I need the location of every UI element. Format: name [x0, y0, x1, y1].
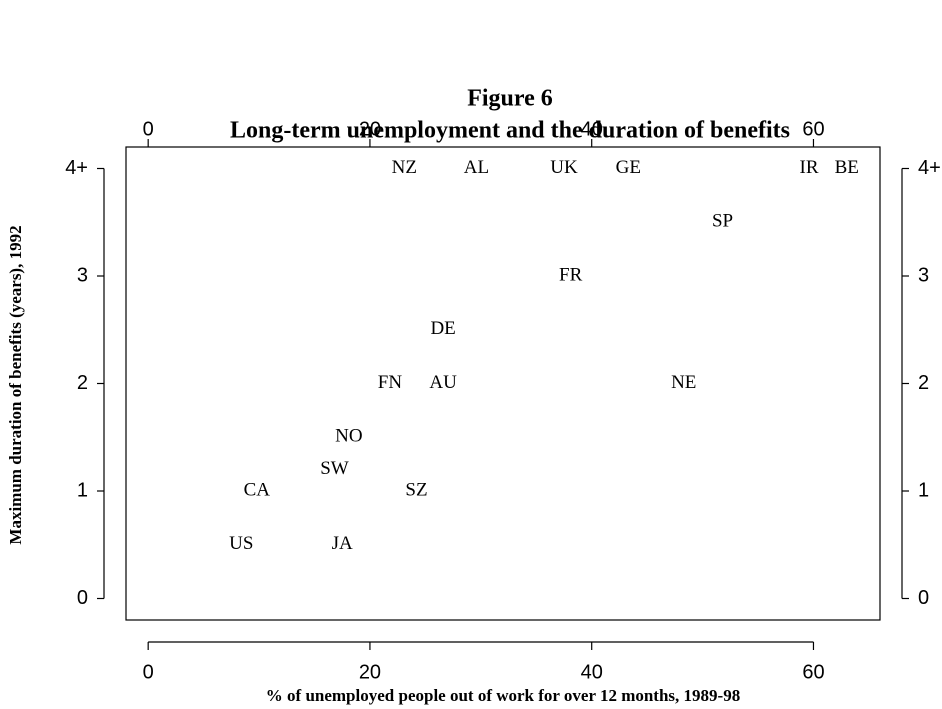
x-tick-label: 20 [359, 661, 381, 683]
y-tick-label: 0 [77, 587, 88, 609]
point-label: SW [320, 458, 349, 479]
y2-tick-label: 0 [918, 587, 929, 609]
point-label: BE [835, 157, 859, 178]
x-top-tick-label: 20 [359, 118, 381, 140]
point-label: NO [335, 426, 362, 447]
point-label: SP [712, 211, 733, 232]
plot-frame [125, 146, 881, 621]
point-label: AU [429, 372, 457, 393]
point-label: DE [430, 318, 455, 339]
y2-tick-label: 3 [918, 264, 929, 286]
point-label: FR [559, 264, 583, 285]
chart-subtitle: Long-term unemployment and the duration … [230, 118, 790, 144]
y-tick-label: 1 [77, 479, 88, 501]
point-label: AL [464, 157, 489, 178]
y2-tick-label: 4+ [918, 157, 941, 179]
x-top-tick-label: 0 [143, 118, 154, 140]
y-tick-label: 2 [77, 372, 88, 394]
y-tick-label: 4+ [65, 157, 88, 179]
point-label: NE [671, 372, 696, 393]
y2-tick-label: 2 [918, 372, 929, 394]
chart-title: Figure 6 [467, 86, 553, 112]
point-label: FN [378, 372, 403, 393]
x-tick-label: 0 [143, 661, 154, 683]
point-label: UK [550, 157, 578, 178]
y-axis-label: Maximum duration of benefits (years), 19… [6, 225, 25, 544]
point-label: CA [244, 479, 271, 500]
point-label: NZ [392, 157, 417, 178]
x-axis-label: % of unemployed people out of work for o… [266, 686, 740, 705]
y2-tick-label: 1 [918, 479, 929, 501]
y-tick-label: 3 [77, 264, 88, 286]
x-top-tick-label: 60 [802, 118, 824, 140]
x-top-tick-label: 40 [581, 118, 603, 140]
x-tick-label: 60 [802, 661, 824, 683]
x-tick-label: 40 [581, 661, 603, 683]
point-label: GE [616, 157, 641, 178]
point-label: JA [332, 533, 353, 554]
point-label: US [229, 533, 253, 554]
point-label: SZ [405, 479, 427, 500]
point-label: IR [800, 157, 819, 178]
